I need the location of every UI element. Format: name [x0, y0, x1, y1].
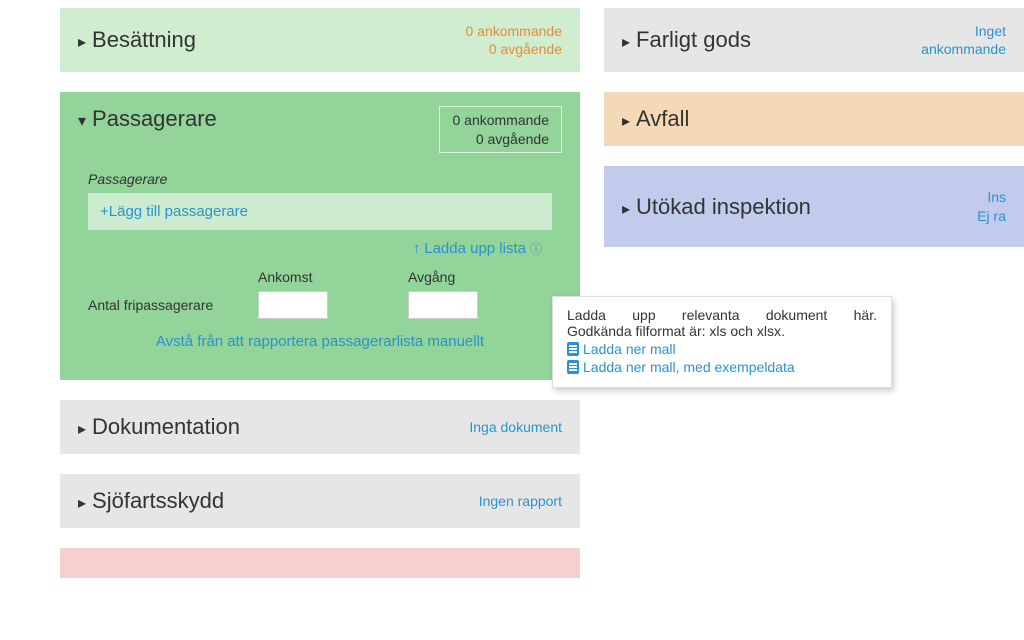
panel-status: Inget ankommande	[921, 22, 1006, 58]
status-line: 0 ankommande	[465, 22, 562, 40]
panel-status: 0 ankommande 0 avgående	[439, 106, 562, 152]
download-template-link[interactable]: Ladda ner mall	[567, 339, 877, 357]
sub-label: Passagerare	[78, 161, 562, 193]
document-icon	[567, 342, 579, 356]
chevron-right-icon	[78, 27, 86, 53]
left-column: Besättning 0 ankommande 0 avgående Passa…	[60, 8, 580, 578]
panel-passagerare: Passagerare 0 ankommande 0 avgående Pass…	[60, 92, 580, 379]
panel-avfall[interactable]: Avfall	[604, 92, 1024, 146]
panel-title-text: Farligt gods	[636, 27, 751, 53]
panel-title-text: Sjöfartsskydd	[92, 488, 224, 514]
status-line: Inget	[921, 22, 1006, 40]
panel-title-text: Besättning	[92, 27, 196, 53]
upload-tooltip: Ladda upp relevanta dokument här. Godkän…	[552, 296, 892, 388]
panel-title-text: Avfall	[636, 106, 689, 132]
tooltip-text: Godkända filformat är: xls och xlsx.	[567, 323, 877, 339]
chevron-right-icon	[78, 414, 86, 440]
abstain-link[interactable]: Avstå från att rapportera passagerarlist…	[78, 325, 562, 350]
status-line: 0 ankommande	[452, 111, 549, 129]
status-line: Ins	[977, 188, 1006, 206]
panel-title-text: Utökad inspektion	[636, 194, 811, 220]
chevron-right-icon	[622, 194, 630, 220]
right-column: Farligt gods Inget ankommande Avfall Utö…	[604, 8, 1024, 578]
link-label: Ladda ner mall	[583, 341, 676, 357]
tooltip-text: Ladda upp relevanta dokument här.	[567, 307, 877, 323]
panel-title-text: Dokumentation	[92, 414, 240, 440]
ankomst-input[interactable]	[258, 291, 328, 319]
panel-farligt-gods[interactable]: Farligt gods Inget ankommande	[604, 8, 1024, 72]
panel-status: Ins Ej ra	[977, 188, 1006, 224]
panel-status: Ingen rapport	[479, 492, 562, 510]
panel-dokumentation[interactable]: Dokumentation Inga dokument	[60, 400, 580, 454]
panel-status: Inga dokument	[469, 418, 562, 436]
row-label: Antal fripassagerare	[88, 297, 238, 313]
chevron-right-icon	[78, 488, 86, 514]
panel-toggle[interactable]: Passagerare	[78, 106, 217, 132]
status-line: 0 avgående	[465, 40, 562, 58]
panel-sjofartsskydd[interactable]: Sjöfartsskydd Ingen rapport	[60, 474, 580, 528]
fri-passenger-fields: Ankomst Avgång Antal fripassagerare	[78, 261, 562, 325]
panel-status: 0 ankommande 0 avgående	[465, 22, 562, 58]
upload-label: Ladda upp lista	[424, 240, 526, 257]
status-line: ankommande	[921, 40, 1006, 58]
avgang-input[interactable]	[408, 291, 478, 319]
download-template-example-link[interactable]: Ladda ner mall, med exempeldata	[567, 357, 877, 375]
status-line: 0 avgående	[452, 130, 549, 148]
document-icon	[567, 360, 579, 374]
arrow-up-icon	[413, 240, 421, 257]
chevron-right-icon	[622, 27, 630, 53]
upload-list-link[interactable]: Ladda upp lista	[78, 230, 562, 261]
panel-besattning[interactable]: Besättning 0 ankommande 0 avgående	[60, 8, 580, 72]
chevron-down-icon	[78, 106, 86, 132]
link-label: Ladda ner mall, med exempeldata	[583, 359, 795, 375]
add-passenger-button[interactable]: +Lägg till passagerare	[88, 193, 552, 230]
status-line: Ej ra	[977, 207, 1006, 225]
chevron-right-icon	[622, 106, 630, 132]
info-icon	[530, 240, 542, 257]
panel-cutoff	[60, 548, 580, 578]
col-avgang: Avgång	[408, 269, 538, 291]
col-ankomst: Ankomst	[258, 269, 388, 291]
panel-title-text: Passagerare	[92, 106, 217, 132]
panel-utokad-inspektion[interactable]: Utökad inspektion Ins Ej ra	[604, 166, 1024, 246]
